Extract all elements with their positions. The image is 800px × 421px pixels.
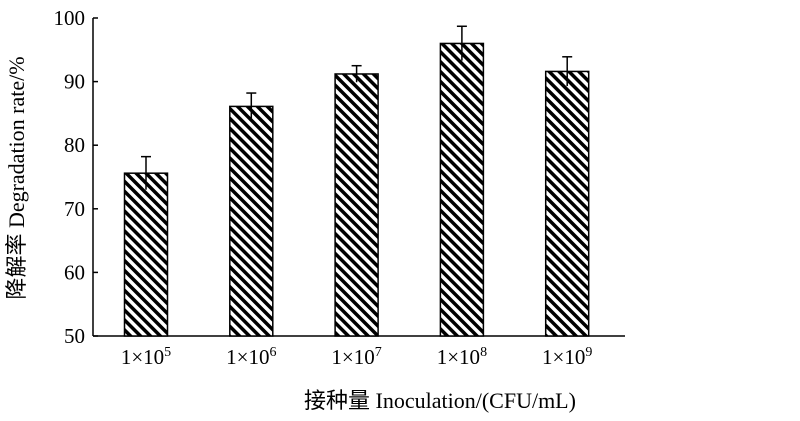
bar [229, 105, 274, 337]
x-tick-label: 1×109 [542, 345, 592, 369]
y-tick-label: 100 [54, 6, 86, 30]
y-tick-label: 90 [64, 70, 85, 94]
y-tick-label: 70 [64, 197, 85, 221]
x-tick-label: 1×106 [226, 345, 276, 369]
bar [544, 70, 590, 337]
y-tick-label: 60 [64, 260, 85, 284]
axes: 50 60 70 80 90 100 1×105 1×106 1×107 1×108 1×109 [54, 6, 625, 369]
bars [123, 25, 590, 337]
bar [439, 42, 485, 337]
bar [334, 73, 379, 337]
y-tick-label: 50 [64, 324, 85, 348]
x-tick-label: 1×107 [331, 345, 381, 369]
x-tick-label: 1×105 [121, 345, 171, 369]
y-axis-label: 降解率 Degradation rate/% [4, 56, 29, 299]
bar [123, 172, 169, 337]
x-axis-label: 接种量 Inoculation/(CFU/mL) [304, 388, 576, 413]
x-tick-label: 1×108 [437, 345, 487, 369]
y-tick-label: 80 [64, 133, 85, 157]
